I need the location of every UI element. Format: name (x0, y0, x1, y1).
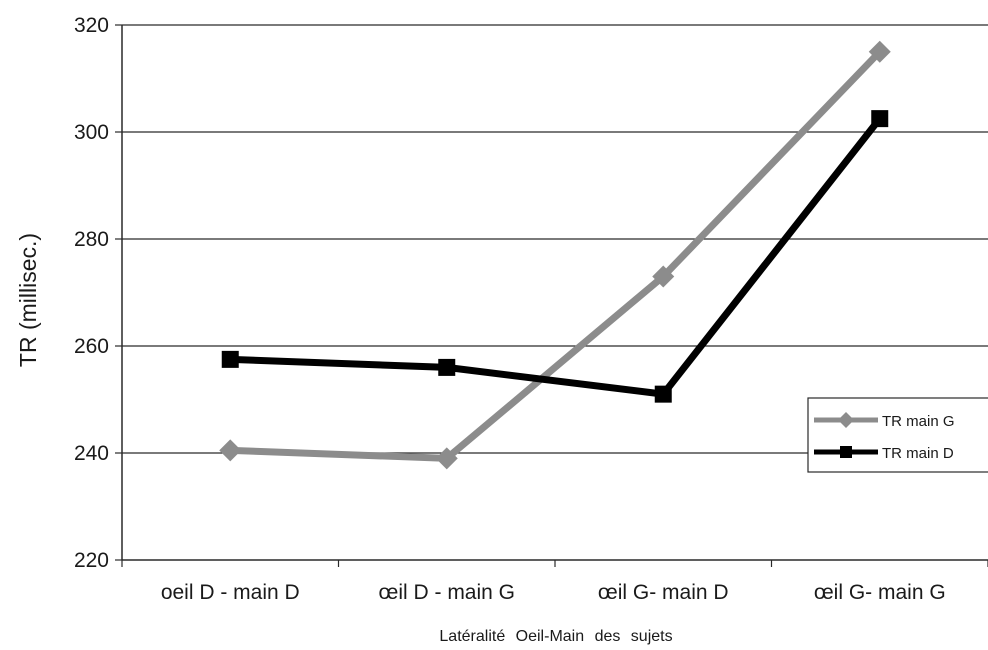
data-point (654, 385, 672, 403)
series-line (230, 49, 883, 462)
data-point (221, 350, 239, 368)
y-tick-label: 280 (74, 228, 109, 251)
legend-marker (838, 412, 854, 428)
legend-item: TR main G (814, 412, 955, 430)
y-tick-label: 300 (74, 121, 109, 144)
y-tick-label: 220 (74, 549, 109, 572)
legend-label: TR main D (882, 445, 954, 462)
data-point (868, 40, 891, 63)
y-tick-label: 240 (74, 442, 109, 465)
data-point (652, 265, 675, 288)
x-axis: oeil D - main D œil D - main G œil G- main… (121, 559, 988, 604)
data-point (871, 110, 889, 128)
legend-marker (840, 446, 852, 458)
series-line (230, 116, 883, 398)
y-axis-title: TR (millisec.) (15, 233, 41, 367)
y-tick-label: 260 (74, 335, 109, 358)
x-tick-label: œil G- main D (598, 581, 729, 604)
x-tick-label: œil D - main G (379, 581, 516, 604)
legend: TR main G TR main D (807, 397, 988, 473)
x-tick-label: œil G- main G (814, 581, 946, 604)
series-layer (219, 40, 891, 470)
x-tick-label: oeil D - main D (161, 581, 300, 604)
grid-lines (122, 24, 988, 454)
y-tick-label: 320 (74, 14, 109, 37)
data-point (435, 447, 458, 470)
data-point (219, 439, 242, 462)
legend-item: TR main D (814, 445, 954, 462)
legend-label: TR main G (882, 413, 955, 430)
x-axis-title: Latéralité Oeil-Main des sujets (439, 628, 672, 645)
legend-box (807, 397, 988, 473)
series-tr-main-g (219, 40, 891, 470)
data-point (438, 358, 456, 376)
y-axis: 220 240 260 280 300 320 (74, 14, 123, 572)
series-tr-main-d (221, 110, 889, 403)
